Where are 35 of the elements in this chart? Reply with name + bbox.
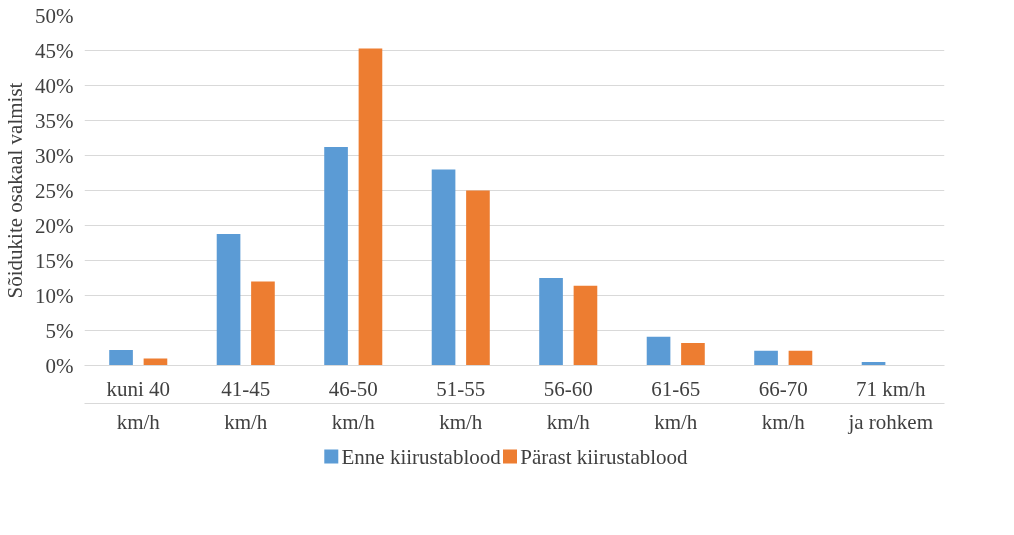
y-tick-label: 50% [35, 3, 74, 28]
y-tick-label: 35% [35, 108, 74, 133]
category-label: 66-70 km/h [758, 376, 808, 434]
bar [251, 281, 275, 366]
y-tick-label: 15% [35, 248, 74, 273]
bar [466, 190, 490, 366]
category-label: 46-50 km/h [328, 376, 378, 434]
y-tick-label: 20% [35, 213, 74, 238]
y-tick-label: 0% [45, 353, 74, 378]
category-label: kuni 40 km/h [106, 376, 171, 434]
y-tick-label: 10% [35, 283, 74, 308]
category-label: 41-45 km/h [221, 376, 271, 434]
bar [754, 350, 778, 366]
bar [324, 147, 348, 366]
legend-label: Pärast kiirustablood [520, 444, 689, 469]
y-tick-label: 5% [45, 318, 74, 343]
bar [216, 233, 241, 366]
category-label: 61-65 km/h [651, 376, 701, 434]
bar [109, 350, 133, 366]
y-axis-title: Sõidukite osakaal valmist [3, 82, 28, 299]
bar [788, 350, 813, 366]
y-tick-label: 25% [35, 178, 74, 203]
category-label: 56-60 km/h [543, 376, 593, 434]
bar [539, 278, 563, 366]
category-label: 51-55 km/h [436, 376, 486, 434]
bar [681, 343, 705, 366]
bar [358, 48, 383, 366]
y-tick-label: 30% [35, 143, 74, 168]
legend-label: Enne kiirustablood [341, 444, 502, 469]
y-tick-label: 40% [35, 73, 74, 98]
category-label: 71 km/h ja rohkem [848, 376, 934, 434]
bar [573, 285, 598, 366]
y-tick-label: 45% [35, 38, 74, 63]
bar [431, 169, 456, 366]
bar [646, 336, 671, 366]
